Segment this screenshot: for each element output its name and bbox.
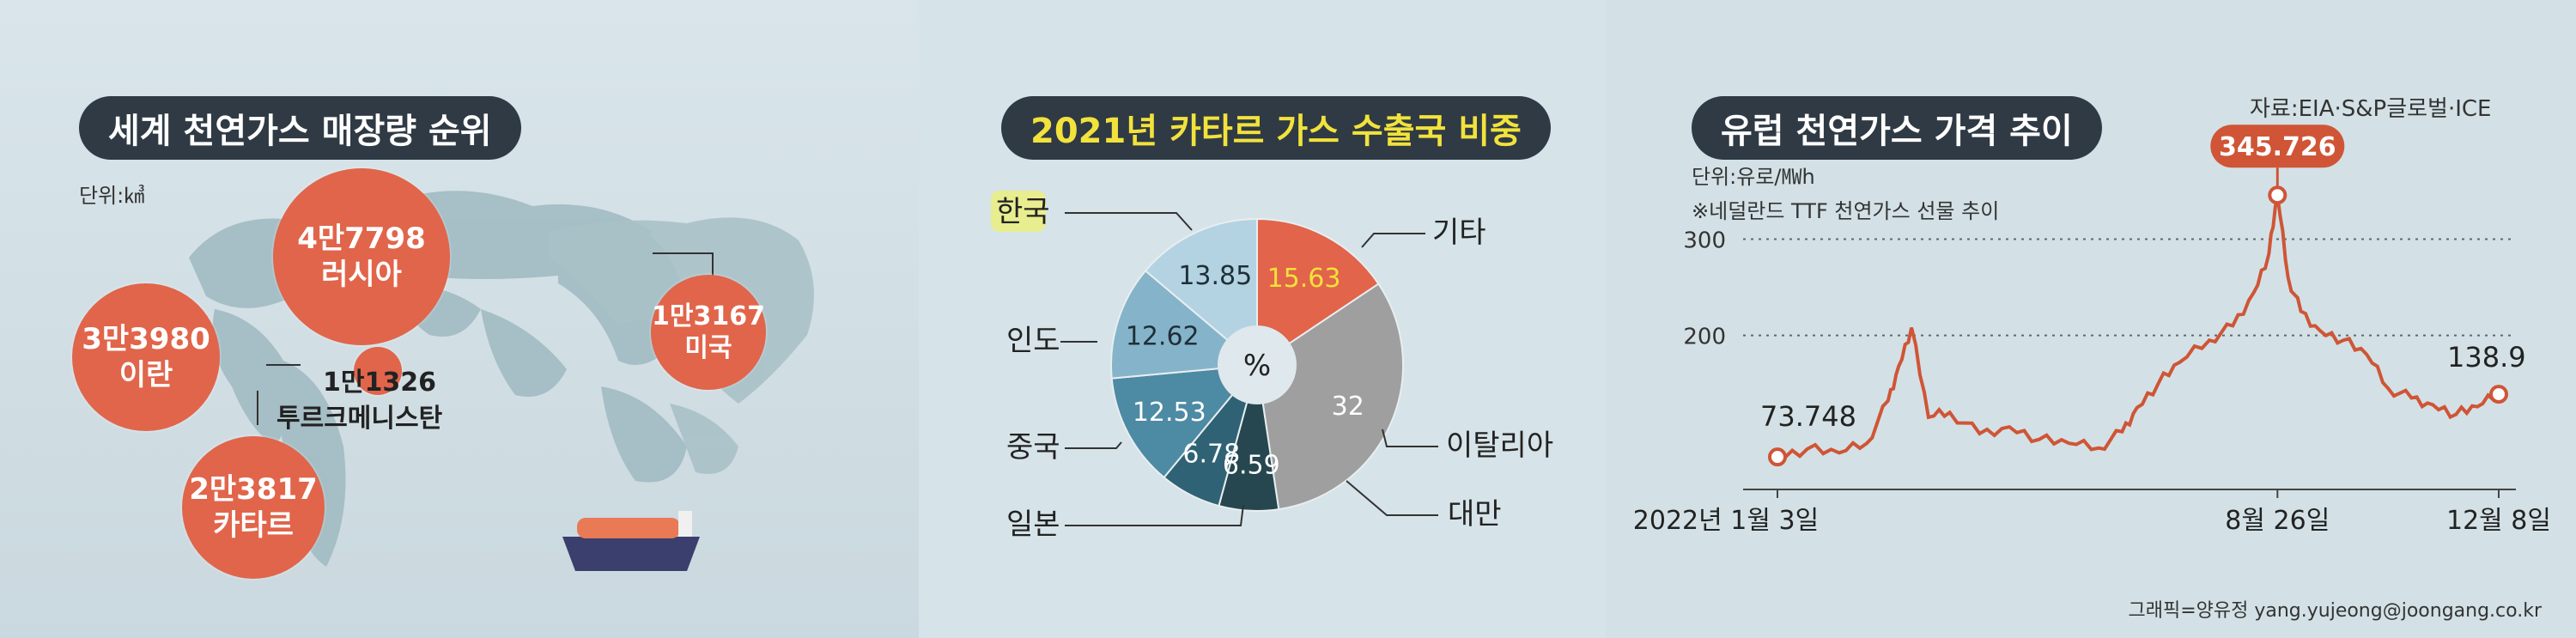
- bubble-russia: 4만7798 러시아: [273, 168, 450, 345]
- x-tick-label: 12월 8일: [2446, 506, 2551, 536]
- y-tick-label: 300: [1683, 228, 1726, 253]
- pie-category-label: 이탈리아: [1446, 428, 1553, 463]
- bubble-iran: 3만3980 이란: [72, 283, 220, 431]
- pie-category-label: 기타: [1432, 216, 1486, 250]
- pie-center-label: %: [1243, 349, 1271, 383]
- reserves-panel: 세계 천연가스 매장량 순위 단위:㎦ 4만7798 러시아 3만3980 이란…: [0, 0, 919, 638]
- pie-category-label: 일본: [1006, 507, 1060, 542]
- x-tick-label: 2022년 1월 3일: [1633, 506, 1819, 536]
- pie-leader-line: [1065, 441, 1122, 449]
- price-unit: 단위:유로/㎿h: [1692, 165, 1815, 189]
- pie-value-label: 32: [1332, 392, 1364, 422]
- bubble-value: 2만3817: [189, 471, 318, 507]
- graphic-credit: 그래픽=양유정 yang.yujeong@joongang.co.kr: [2128, 600, 2542, 622]
- pie-value-label: 15.63: [1267, 264, 1341, 294]
- line-chart: 200 300 2022년 1월 3일 8월 26일 12월 8일 345.726 73…: [1633, 125, 2551, 536]
- y-tick-label: 200: [1683, 325, 1726, 350]
- x-tick-label: 8월 26일: [2225, 506, 2330, 536]
- pie-leader-line: [1065, 504, 1244, 526]
- pie-leader-line: [1382, 428, 1438, 447]
- pie-leader-line: [1346, 480, 1438, 516]
- peak-value-label: 345.726: [2219, 132, 2336, 162]
- source-note: 자료:EIA·S&P글로벌·ICE: [2250, 96, 2492, 122]
- turkmenistan-label: 투르크메니스탄: [276, 404, 443, 434]
- price-note: ※네덜란드 TTF 천연가스 선물 추이: [1692, 199, 2000, 223]
- export-share-title: 2021년 카타르 가스 수출국 비중: [1001, 96, 1551, 160]
- bubble-country: 미국: [684, 333, 732, 363]
- pie-chart: 15.63 32 6.596.78 12.53 12.62 13.85 % 한국기타이탈리…: [991, 191, 1553, 542]
- pie-leader-line: [1065, 212, 1193, 231]
- bubble-value: 1만3167: [652, 301, 765, 331]
- pie-value-label: 12.53: [1133, 398, 1206, 428]
- start-value-label: 73.748: [1760, 400, 1856, 433]
- pie-category-label: 한국: [996, 195, 1050, 229]
- bubble-usa: 1만3167 미국: [651, 275, 766, 390]
- reserves-title: 세계 천연가스 매장량 순위: [79, 96, 521, 160]
- point-marker-end: [2489, 385, 2508, 404]
- pie-slice-4: [1110, 363, 1260, 479]
- price-trend-title: 유럽 천연가스 가격 추이: [1692, 96, 2102, 160]
- pie-value-label: 6.59: [1223, 450, 1280, 480]
- bubble-qatar: 2만3817 카타르: [182, 436, 325, 579]
- bubble-turkmenistan: [354, 347, 402, 395]
- bubble-country: 이란: [118, 358, 173, 392]
- pie-category-label: 중국: [1006, 430, 1060, 465]
- pie-value-label: 12.62: [1126, 321, 1200, 351]
- end-value-label: 138.9: [2447, 341, 2526, 374]
- pie-slice-0: [1256, 217, 1380, 367]
- pie-leader-line: [1361, 233, 1425, 248]
- pie-category-label: 인도: [1006, 324, 1060, 358]
- export-share-panel: 2021년 카타르 가스 수출국 비중 15.63 32 6.59 6.78 12.53…: [919, 0, 1606, 638]
- point-marker-peak: [2268, 185, 2287, 205]
- pie-value-label: 6.78: [1182, 440, 1240, 470]
- pie-center-hole: [1218, 325, 1297, 404]
- highlight-mark: [991, 191, 1046, 232]
- turkmenistan-value: 1만1326: [323, 368, 436, 398]
- bubble-value: 3만3980: [82, 321, 210, 356]
- pie-slice-1: [1255, 283, 1404, 511]
- lng-ship-icon: [562, 511, 700, 571]
- reserves-unit: 단위:㎦: [79, 184, 145, 208]
- bubble-country: 러시아: [321, 258, 402, 292]
- pie-value-label: 13.85: [1178, 261, 1252, 291]
- pie-category-label: 대만: [1448, 497, 1502, 532]
- point-marker-start: [1768, 447, 1787, 467]
- price-trend-panel: 유럽 천연가스 가격 추이 자료:EIA·S&P글로벌·ICE 단위:유로/㎿h…: [1606, 0, 2576, 638]
- bubble-country: 카타르: [213, 508, 294, 543]
- price-line: [1777, 194, 2500, 459]
- bubble-value: 4만7798: [297, 221, 426, 256]
- peak-callout: [2210, 125, 2345, 168]
- pie-slice-6: [1144, 217, 1258, 368]
